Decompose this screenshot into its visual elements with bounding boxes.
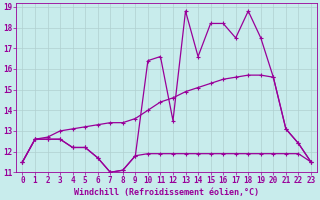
X-axis label: Windchill (Refroidissement éolien,°C): Windchill (Refroidissement éolien,°C) [74, 188, 259, 197]
